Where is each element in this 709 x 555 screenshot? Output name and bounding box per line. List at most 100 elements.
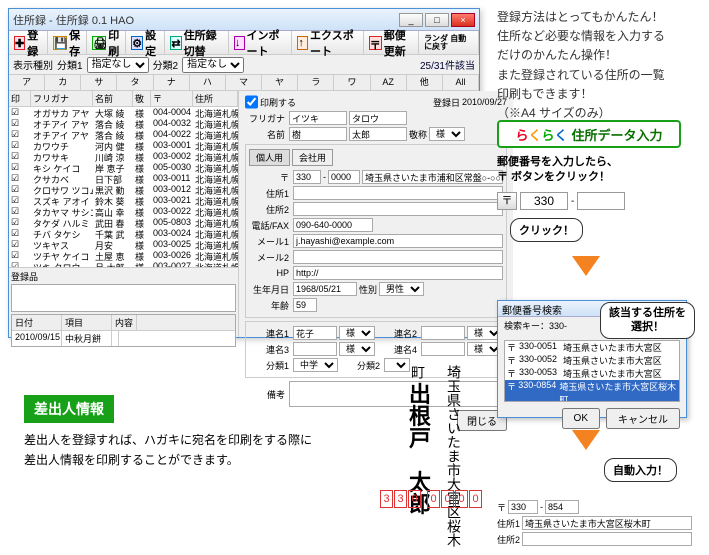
list-row[interactable]: ☑スズキ アオイ鈴木 葵様003-0021北海道札幌市白石区○○: [9, 195, 238, 206]
popup-row[interactable]: 〒330-0052埼玉県さいたま市大宮区: [505, 354, 679, 367]
arrow-icon: [572, 430, 600, 450]
zip-demo: 〒 -: [497, 192, 625, 210]
bubble-click: クリック！: [510, 218, 583, 242]
kana-tab[interactable]: AZ: [371, 75, 407, 90]
kana-tab[interactable]: All: [443, 75, 479, 90]
switch-book-button[interactable]: ⇄住所録切替: [165, 31, 228, 54]
kana-tab[interactable]: ハ: [190, 75, 226, 90]
rakuraku-badge: らくらく 住所データ入力: [497, 120, 681, 148]
honorific-select[interactable]: 様: [429, 127, 465, 141]
joint3-input[interactable]: [293, 342, 337, 356]
kana-tab[interactable]: ワ: [334, 75, 370, 90]
list-row[interactable]: ☑キシ ケイコ岸 恵子様005-0030北海道札幌市南区○○: [9, 162, 238, 173]
list-row[interactable]: ☑タケダ ハルミ武田 春様005-0803北海道札幌市南区○○: [9, 217, 238, 228]
kana-tab[interactable]: マ: [226, 75, 262, 90]
list-row[interactable]: ☑ツキヤス月安様003-0025北海道札幌市白石区○○: [9, 239, 238, 250]
final-addr2[interactable]: [522, 532, 692, 546]
import-button[interactable]: ↓インポート: [229, 31, 292, 54]
demo-zip1-input[interactable]: [520, 192, 568, 210]
print-button[interactable]: 🖨印刷: [87, 31, 126, 54]
age-input[interactable]: [293, 298, 317, 312]
list-row[interactable]: ☑ツチヤ ケイコ土屋 恵様003-0026北海道札幌市白石区○○: [9, 250, 238, 261]
final-zip1[interactable]: [508, 500, 538, 514]
joint4-input[interactable]: [421, 342, 465, 356]
kana-tab[interactable]: サ: [81, 75, 117, 90]
address-book-window: 住所録 - 住所録 0.1 HAO _ □ × ✚登録 💾保存 🖨印刷 ⚙設定 …: [8, 8, 480, 338]
list-body[interactable]: ☑オガサカ アヤ大塚 綾様004-0004北海道札幌市厚別区○○☑オチアイ アヤ…: [9, 107, 238, 267]
list-row[interactable]: ☑カワサキ川崎 涼様003-0002北海道札幌市白石区○○: [9, 151, 238, 162]
list-row[interactable]: ☑カワウチ河内 健様003-0001北海道札幌市白石区○○: [9, 140, 238, 151]
settings-button[interactable]: ⚙設定: [126, 31, 165, 54]
memo-box[interactable]: [11, 284, 236, 312]
list-row[interactable]: ☑クロサワ ツコム黒沢 勤様003-0012北海道札幌市白石区○○: [9, 184, 238, 195]
side-description: 登録方法はとってもかんたん！住所など必要な情報を入力するだけのかんたん操作！また…: [497, 8, 702, 123]
list-row[interactable]: ☑オチアイ アヤ落合 綾様004-0032北海道札幌市厚別区○○: [9, 118, 238, 129]
demo-zip2-input[interactable]: [577, 192, 625, 210]
postal-update-button[interactable]: 〒郵便更新: [364, 31, 419, 54]
mail2-input[interactable]: [293, 250, 503, 264]
final-zip2[interactable]: [545, 500, 579, 514]
class1-select[interactable]: 中学: [293, 358, 338, 372]
filter-label: 表示種別: [13, 57, 53, 72]
birth-input[interactable]: [293, 282, 357, 296]
minimize-button[interactable]: _: [399, 13, 423, 27]
list-row[interactable]: ☑オチアイ アヤ落合 綾様004-0022北海道札幌市厚別区○○: [9, 129, 238, 140]
kana-tab[interactable]: ア: [9, 75, 45, 90]
popup-cancel-button[interactable]: キャンセル: [606, 408, 680, 429]
popup-ok-button[interactable]: OK: [562, 408, 600, 429]
record-count: 25/31件該当: [420, 57, 475, 72]
kana-tab[interactable]: ヤ: [262, 75, 298, 90]
tel-input[interactable]: [293, 218, 373, 232]
name-first-input[interactable]: [349, 127, 407, 141]
list-header: 印刷 フリガナ 名前 敬称 〒 住所: [9, 91, 238, 107]
kana-tab[interactable]: カ: [45, 75, 81, 90]
category1-select[interactable]: 指定なし: [87, 57, 149, 73]
list-row[interactable]: ☑チバ タケシ千葉 武様003-0024北海道札幌市白石区○○: [9, 228, 238, 239]
addr1-input[interactable]: [293, 186, 503, 200]
random-button[interactable]: ランダ 自動に戻す: [419, 31, 479, 54]
detail-pane: 印刷する 登録日2010/09/27 フリガナ 名前敬称様 個人用会社用 〒- …: [239, 91, 513, 337]
instruction-text: 郵便番号を入力したら、〒 ボタンをクリック！: [497, 155, 618, 186]
main-toolbar: ✚登録 💾保存 🖨印刷 ⚙設定 ⇄住所録切替 ↓インポート ↑エクスポート 〒郵…: [9, 31, 479, 55]
addr2-input[interactable]: [293, 202, 503, 216]
sender-badge: 差出人情報: [24, 395, 114, 423]
kana-tab[interactable]: ナ: [154, 75, 190, 90]
kana-tab[interactable]: ラ: [298, 75, 334, 90]
zip-addr-input[interactable]: [362, 170, 503, 184]
tab-company[interactable]: 会社用: [292, 149, 333, 166]
sex-select[interactable]: 男性: [379, 282, 424, 296]
joint2-input[interactable]: [421, 326, 465, 340]
popup-row[interactable]: 〒330-0051埼玉県さいたま市大宮区: [505, 341, 679, 354]
popup-list[interactable]: 〒330-0051埼玉県さいたま市大宮区〒330-0052埼玉県さいたま市大宮区…: [504, 340, 680, 402]
kana-index-bar: アカサタナハマヤラワAZ他All: [9, 75, 479, 91]
final-addr1[interactable]: [522, 516, 692, 530]
popup-row[interactable]: 〒330-0053埼玉県さいたま市大宮区: [505, 367, 679, 380]
zip2-input[interactable]: [328, 170, 360, 184]
zip-mark-button[interactable]: 〒: [497, 192, 517, 210]
list-row[interactable]: ☑クサカベ日下部様003-0011北海道札幌市白石区○○: [9, 173, 238, 184]
joint1-input[interactable]: [293, 326, 337, 340]
save-button[interactable]: 💾保存: [48, 31, 87, 54]
export-button[interactable]: ↑エクスポート: [292, 31, 363, 54]
list-row[interactable]: ☑オガサカ アヤ大塚 綾様004-0004北海道札幌市厚別区○○: [9, 107, 238, 118]
tab-personal[interactable]: 個人用: [249, 149, 290, 166]
list-row[interactable]: ☑タカヤマ サシコ高山 幸様003-0022北海道札幌市白石区○○: [9, 206, 238, 217]
postal-digits: 3300000: [380, 490, 482, 508]
kana-tab[interactable]: 他: [407, 75, 443, 90]
print-checkbox[interactable]: [245, 95, 258, 109]
history-row[interactable]: 2010/09/15中秋月餅: [12, 331, 235, 346]
mail1-input[interactable]: [293, 234, 503, 248]
close-button[interactable]: ×: [451, 13, 475, 27]
history-table: 日付項目内容 2010/09/15中秋月餅: [11, 314, 236, 347]
zip1-input[interactable]: [293, 170, 321, 184]
name-last-input[interactable]: [289, 127, 347, 141]
register-button[interactable]: ✚登録: [9, 31, 48, 54]
furigana-first-input[interactable]: [349, 111, 407, 125]
hp-input[interactable]: [293, 266, 503, 280]
furigana-last-input[interactable]: [289, 111, 347, 125]
category2-select[interactable]: 指定なし: [182, 57, 244, 73]
kana-tab[interactable]: タ: [117, 75, 153, 90]
popup-row[interactable]: 〒330-0854埼玉県さいたま市大宮区桜木町: [505, 380, 679, 402]
bubble-select: 該当する住所を選択！: [600, 302, 695, 339]
maximize-button[interactable]: □: [425, 13, 449, 27]
